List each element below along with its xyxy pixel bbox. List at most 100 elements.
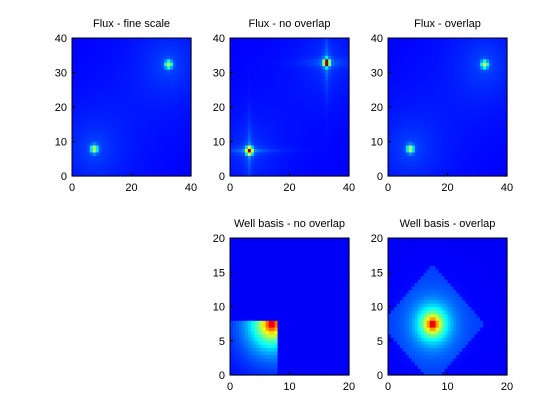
- heatmap-cell: [322, 138, 326, 143]
- heatmap-cell: [74, 38, 79, 43]
- heatmap-cell: [492, 165, 496, 170]
- heatmap-cell: [331, 107, 335, 112]
- heatmap-cell: [474, 72, 478, 77]
- heatmap-cell: [405, 151, 410, 156]
- heatmap-cell: [325, 72, 329, 77]
- heatmap-cell: [438, 124, 443, 129]
- heatmap-cell: [230, 58, 234, 63]
- heatmap-cell: [143, 44, 147, 49]
- heatmap-cell: [432, 72, 437, 77]
- heatmap-cell: [426, 38, 431, 43]
- heatmap-cell: [319, 141, 323, 146]
- heatmap-cell: [232, 371, 237, 376]
- heatmap-cell: [307, 51, 311, 56]
- heatmap-cell: [298, 148, 303, 153]
- heatmap-cell: [152, 86, 156, 91]
- heatmap-cell: [295, 89, 300, 94]
- heatmap-cell: [232, 141, 237, 146]
- heatmap-cell: [414, 165, 419, 170]
- heatmap-cell: [137, 72, 142, 77]
- heatmap-cell: [423, 65, 428, 70]
- heatmap-cell: [492, 172, 496, 177]
- heatmap-cell: [95, 86, 100, 91]
- heatmap-cell: [504, 131, 508, 136]
- heatmap-cell: [250, 72, 255, 77]
- heatmap-cell: [310, 51, 314, 56]
- heatmap-cell: [235, 44, 240, 49]
- heatmap-cell: [292, 75, 297, 80]
- heatmap-cell: [462, 117, 466, 122]
- heatmap-cell: [322, 93, 326, 98]
- heatmap-cell: [77, 131, 82, 136]
- heatmap-cell: [77, 55, 82, 60]
- heatmap-cell: [396, 169, 401, 174]
- heatmap-cell: [238, 144, 243, 149]
- heatmap-cell: [414, 41, 419, 46]
- heatmap-cell: [310, 62, 314, 67]
- heatmap-cell: [501, 120, 505, 125]
- heatmap-cell: [232, 48, 237, 53]
- heatmap-cell: [334, 41, 338, 46]
- heatmap-cell: [140, 158, 145, 163]
- heatmap-cell: [283, 158, 288, 163]
- heatmap-cell: [134, 107, 139, 112]
- heatmap-cell: [504, 58, 508, 63]
- heatmap-cell: [456, 141, 461, 146]
- heatmap-cell: [343, 144, 347, 149]
- heatmap-cell: [125, 69, 130, 74]
- heatmap-cell: [393, 148, 398, 153]
- heatmap-cell: [388, 155, 392, 160]
- heatmap-cell: [238, 148, 243, 153]
- heatmap-cell: [77, 44, 82, 49]
- heatmap-cell: [80, 162, 85, 167]
- heatmap-cell: [149, 151, 153, 156]
- heatmap-cell: [230, 72, 234, 77]
- heatmap-cell: [429, 134, 434, 139]
- heatmap-cell: [128, 141, 133, 146]
- heatmap-cell: [72, 162, 76, 167]
- heatmap-cell: [483, 107, 487, 112]
- heatmap-cell: [337, 172, 341, 177]
- heatmap-cell: [334, 65, 338, 70]
- heatmap-cell: [417, 124, 422, 129]
- heatmap-cell: [396, 131, 401, 136]
- heatmap-cell: [393, 89, 398, 94]
- heatmap-cell: [495, 103, 499, 108]
- heatmap-cell: [161, 48, 165, 53]
- heatmap-cell: [462, 131, 466, 136]
- heatmap-cell: [137, 86, 142, 91]
- heatmap-cell: [125, 58, 130, 63]
- heatmap-cell: [170, 38, 174, 43]
- heatmap-cell: [444, 65, 449, 70]
- heatmap-cell: [265, 120, 270, 125]
- heatmap-cell: [316, 55, 320, 60]
- heatmap-cell: [170, 165, 174, 170]
- heatmap-cell: [235, 351, 240, 356]
- heatmap-cell: [128, 82, 133, 87]
- heatmap-cell: [388, 120, 392, 125]
- heatmap-cell: [417, 144, 422, 149]
- heatmap-cell: [137, 151, 142, 156]
- heatmap-cell: [235, 165, 240, 170]
- heatmap-cell: [292, 51, 297, 56]
- heatmap-cell: [447, 93, 452, 98]
- heatmap-cell: [140, 131, 145, 136]
- heatmap-cell: [268, 158, 273, 163]
- x-tick-label: 0: [385, 182, 391, 194]
- heatmap-cell: [504, 127, 508, 132]
- heatmap-cell: [459, 69, 463, 74]
- heatmap-cell: [465, 162, 469, 167]
- heatmap-cell: [161, 124, 165, 129]
- heatmap-cell: [334, 113, 338, 118]
- heatmap-cell: [334, 69, 338, 74]
- heatmap-cell: [83, 127, 88, 132]
- heatmap-cell: [110, 120, 115, 125]
- heatmap-cell: [468, 69, 472, 74]
- heatmap-cell: [110, 89, 115, 94]
- heatmap-cell: [468, 117, 472, 122]
- heatmap-cell: [173, 93, 177, 98]
- heatmap-cell: [83, 69, 88, 74]
- heatmap-cell: [316, 110, 320, 115]
- heatmap-cell: [310, 169, 314, 174]
- heatmap-cell: [188, 103, 192, 108]
